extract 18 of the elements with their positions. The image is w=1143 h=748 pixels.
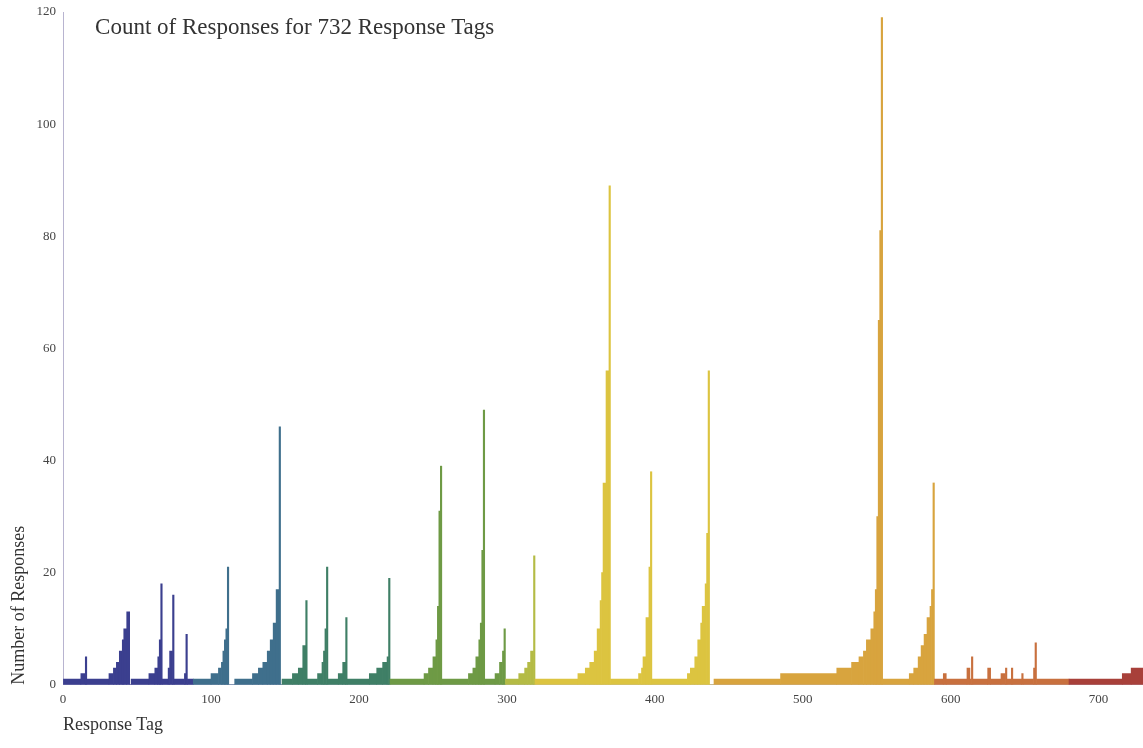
y-tick-label: 0 <box>49 676 57 692</box>
y-tick-label: 60 <box>43 339 57 355</box>
chart-title: Count of Responses for 732 Response Tags <box>95 13 495 39</box>
x-tick-label: 700 <box>1088 691 1109 707</box>
y-tick-label: 80 <box>43 227 57 243</box>
x-tick-label: 400 <box>645 691 665 707</box>
y-tick-label: 100 <box>36 115 57 131</box>
y-tick-label: 20 <box>43 564 57 580</box>
x-tick-label: 200 <box>349 691 369 707</box>
x-tick-label: 100 <box>201 691 221 707</box>
y-axis-title: Number of Responses <box>7 525 28 685</box>
x-tick-label: 0 <box>59 691 67 707</box>
x-tick-label: 600 <box>940 691 961 707</box>
x-tick-label: 500 <box>793 691 813 707</box>
x-tick-label: 300 <box>497 691 517 707</box>
y-tick-label: 120 <box>36 3 57 19</box>
x-axis-title: Response Tag <box>63 713 164 734</box>
y-tick-label: 40 <box>43 451 57 467</box>
